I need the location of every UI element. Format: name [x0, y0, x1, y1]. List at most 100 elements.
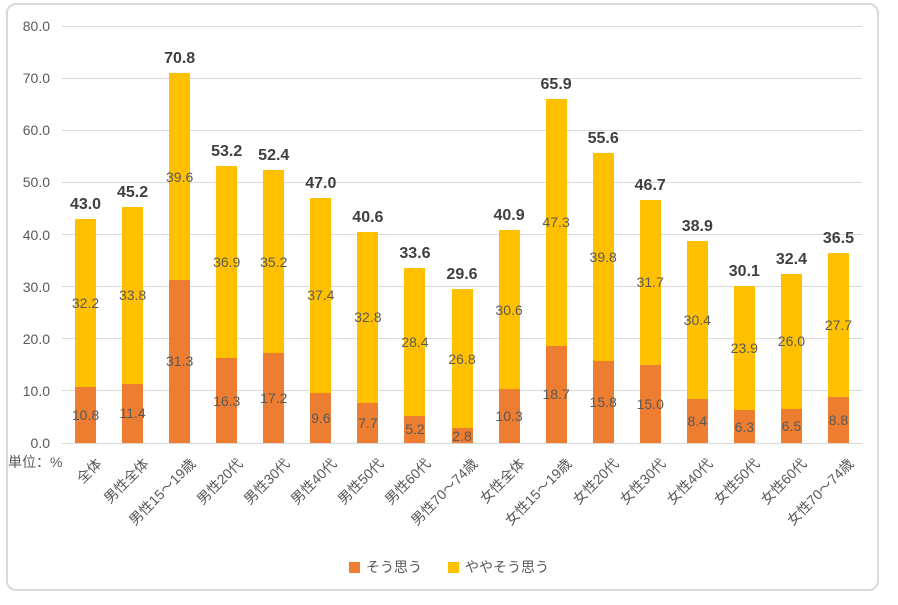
bar-10-segment-yaya-sou-omou: [545, 98, 567, 346]
bar-1-total-value: 45.2: [117, 184, 149, 202]
bar-5-segment-sou-omou: [310, 392, 332, 443]
bar-11-total-value: 55.6: [587, 130, 619, 148]
bar-14-segment-sou-omou: [733, 410, 755, 443]
bar-0-value-sou-omou: 10.8: [71, 406, 100, 423]
y-tick-label-20.0: 20.0: [22, 330, 50, 347]
bar-4-total-value: 52.4: [258, 146, 290, 164]
bar-9-value-sou-omou: 10.3: [495, 408, 523, 425]
bar-6-value-yaya-sou-omou: 32.8: [354, 309, 382, 326]
bar-3-segment-sou-omou: [216, 358, 238, 443]
bar-13-segment-yaya-sou-omou: [686, 240, 708, 400]
bar-4-segment-yaya-sou-omou: [263, 169, 285, 354]
bar-11-segment-yaya-sou-omou: [592, 153, 614, 361]
bar-2-segment-sou-omou: [169, 279, 191, 443]
bar-3-value-sou-omou: 16.3: [213, 392, 241, 409]
y-tick-label-60.0: 60.0: [22, 122, 50, 139]
bar-15-total-value: 32.4: [775, 250, 807, 268]
bar-5-segment-yaya-sou-omou: [310, 198, 332, 393]
bar-11-value-yaya-sou-omou: 39.8: [589, 248, 617, 265]
bar-4-segment-sou-omou: [263, 353, 285, 443]
bar-10-value-sou-omou: 18.7: [542, 386, 570, 403]
bar-9-segment-sou-omou: [498, 389, 520, 443]
bar-14-total-value: 30.1: [728, 262, 760, 280]
bar-2-segment-yaya-sou-omou: [169, 73, 191, 280]
bar-8-total-value: 29.6: [446, 265, 478, 283]
bar-16-segment-sou-omou: [827, 397, 849, 443]
bar-7-segment-sou-omou: [404, 415, 426, 443]
bar-11-value-sou-omou: 15.8: [589, 393, 617, 410]
bar-8-value-sou-omou: 2.8: [452, 427, 472, 444]
y-tick-label-10.0: 10.0: [22, 382, 50, 399]
gridline-70.0: [62, 77, 862, 79]
bar-11-segment-sou-omou: [592, 360, 614, 443]
bar-6-value-sou-omou: 7.7: [358, 414, 378, 431]
bar-2-value-yaya-sou-omou: 39.6: [166, 168, 194, 185]
bar-12-segment-sou-omou: [639, 364, 661, 443]
bar-0-value-yaya-sou-omou: 32.2: [71, 294, 100, 311]
bar-3-total-value: 53.2: [211, 142, 243, 160]
bar-6-segment-sou-omou: [357, 402, 379, 443]
legend: そう思う ややそう思う: [0, 557, 898, 577]
bar-2-total-value: 70.8: [164, 50, 196, 68]
bar-16-value-yaya-sou-omou: 27.7: [824, 316, 853, 333]
bar-14-value-yaya-sou-omou: 23.9: [730, 339, 758, 356]
bar-10-total-value: 65.9: [540, 75, 572, 93]
y-tick-label-30.0: 30.0: [22, 278, 50, 295]
bar-9-total-value: 40.9: [493, 206, 525, 224]
bar-13-segment-sou-omou: [686, 399, 708, 443]
bar-12-value-sou-omou: 15.0: [636, 395, 664, 412]
bar-12-total-value: 46.7: [634, 176, 666, 194]
bar-3-segment-yaya-sou-omou: [216, 165, 238, 359]
bar-6-total-value: 40.6: [352, 208, 384, 226]
y-tick-label-70.0: 70.0: [22, 70, 50, 87]
legend-item-sou-omou: そう思う: [349, 557, 422, 577]
bar-9-segment-yaya-sou-omou: [498, 229, 520, 390]
bar-8-segment-sou-omou: [451, 428, 473, 443]
bar-5-value-sou-omou: 9.6: [311, 409, 331, 426]
bar-4-value-yaya-sou-omou: 35.2: [260, 253, 288, 270]
y-tick-label-0.0: 0.0: [30, 435, 50, 451]
legend-label-sou-omou: そう思う: [366, 559, 422, 575]
bar-6-segment-yaya-sou-omou: [357, 231, 379, 403]
gridline-50.0: [62, 181, 862, 183]
y-tick-label-40.0: 40.0: [22, 226, 50, 243]
chart-frame: [6, 3, 879, 591]
bar-16-value-sou-omou: 8.8: [828, 412, 849, 429]
y-tick-label-50.0: 50.0: [22, 174, 50, 191]
gridline-30.0: [62, 286, 862, 288]
bar-15-segment-sou-omou: [780, 409, 802, 443]
bar-4-value-sou-omou: 17.2: [260, 390, 288, 407]
bar-1-value-sou-omou: 11.4: [119, 405, 146, 422]
legend-item-yaya-sou-omou: ややそう思う: [448, 557, 549, 577]
bar-13-value-yaya-sou-omou: 30.4: [683, 311, 711, 328]
y-tick-label-80.0: 80.0: [22, 18, 50, 34]
gridline-40.0: [62, 234, 862, 235]
bar-8-segment-yaya-sou-omou: [451, 288, 473, 429]
bar-12-value-yaya-sou-omou: 31.7: [636, 274, 664, 291]
bar-7-segment-yaya-sou-omou: [404, 267, 426, 416]
bar-1-value-yaya-sou-omou: 33.8: [118, 287, 147, 304]
bar-15-segment-yaya-sou-omou: [780, 273, 802, 410]
bar-16-total-value: 36.5: [822, 229, 855, 247]
legend-label-yaya-sou-omou: ややそう思う: [465, 559, 549, 575]
bar-3-value-yaya-sou-omou: 36.9: [213, 253, 241, 270]
bar-15-value-yaya-sou-omou: 26.0: [777, 333, 806, 350]
bar-16-segment-yaya-sou-omou: [827, 252, 849, 398]
legend-swatch-yellow: [448, 561, 459, 573]
gridline-0.0: [62, 442, 862, 444]
bar-15-value-sou-omou: 6.5: [781, 418, 802, 435]
bar-1-segment-yaya-sou-omou: [122, 207, 144, 384]
bar-12-segment-yaya-sou-omou: [639, 199, 661, 365]
bar-5-value-yaya-sou-omou: 37.4: [307, 287, 335, 304]
bar-13-total-value: 38.9: [681, 217, 713, 235]
bar-8-value-yaya-sou-omou: 26.8: [448, 350, 476, 367]
gridline-80.0: [62, 25, 862, 27]
bar-0-total-value: 43.0: [69, 195, 102, 213]
legend-swatch-orange: [349, 561, 360, 573]
bar-1-segment-sou-omou: [122, 383, 144, 443]
bar-9-value-yaya-sou-omou: 30.6: [495, 301, 523, 318]
bar-2-value-sou-omou: 31.3: [166, 353, 194, 370]
bar-10-value-yaya-sou-omou: 47.3: [542, 214, 570, 231]
bar-13-value-sou-omou: 8.4: [687, 413, 708, 430]
